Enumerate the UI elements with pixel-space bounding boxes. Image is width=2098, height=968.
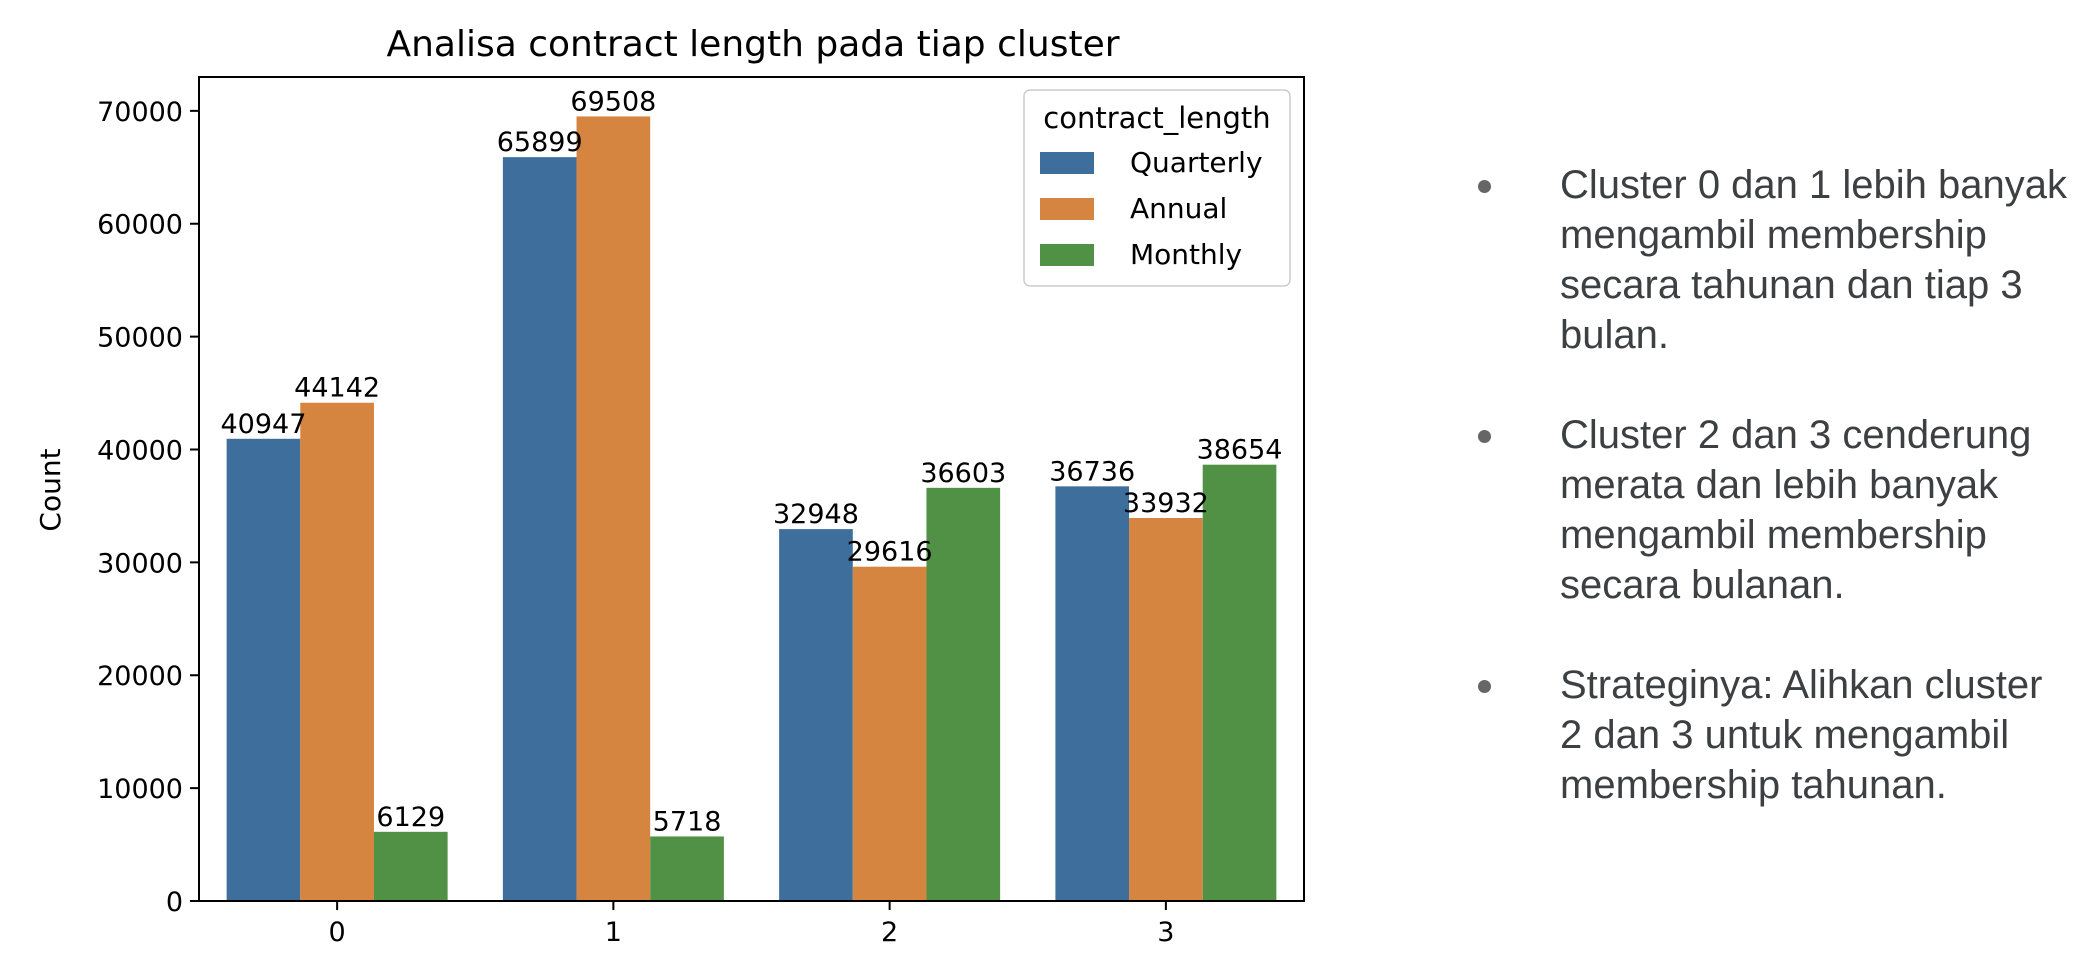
y-tick-label: 60000: [97, 210, 183, 241]
x-tick-label: 0: [329, 917, 346, 948]
plot-frame: [198, 76, 1305, 902]
bar-annual: [852, 566, 927, 901]
bar-value-label: 69508: [570, 86, 656, 117]
note-text: Cluster 0 dan 1 lebih banyak mengambil m…: [1560, 163, 2067, 357]
bullet-icon: [1478, 430, 1491, 443]
y-tick-label: 50000: [97, 323, 183, 354]
note-text: Cluster 2 dan 3 cenderung merata dan leb…: [1560, 413, 2032, 607]
bar-monthly: [650, 836, 724, 901]
bar-value-label: 65899: [497, 127, 583, 158]
legend-label: Quarterly: [1130, 146, 1263, 179]
y-tick-label: 10000: [97, 774, 183, 805]
bar-value-label: 38654: [1197, 435, 1283, 466]
bar-monthly: [1202, 464, 1277, 901]
bar-value-label: 5718: [653, 806, 722, 837]
legend-title: contract_length: [1043, 101, 1270, 135]
legend-box: [1023, 89, 1291, 287]
note-text: Strateginya: Alihkan cluster 2 dan 3 unt…: [1560, 663, 2043, 807]
y-axis-label: Count: [34, 448, 67, 531]
bar-value-label: 40947: [221, 409, 307, 440]
x-tick-label: 3: [1157, 917, 1174, 948]
bar-value-label: 6129: [376, 802, 445, 833]
x-tick-label: 1: [605, 917, 622, 948]
notes-list: Cluster 0 dan 1 lebih banyak mengambil m…: [1455, 160, 2075, 860]
bar-value-label: 32948: [773, 499, 859, 530]
bar-quarterly: [779, 529, 853, 901]
bar-quarterly: [226, 438, 301, 901]
y-tick-label: 20000: [97, 661, 183, 692]
legend-swatch-monthly: [1040, 244, 1094, 266]
bar-annual: [1129, 517, 1203, 901]
bar-value-label: 36736: [1049, 456, 1135, 487]
y-tick-label: 30000: [97, 548, 183, 579]
bar-annual: [576, 116, 651, 901]
note-item: Cluster 2 dan 3 cenderung merata dan leb…: [1455, 410, 2075, 610]
note-item: Cluster 0 dan 1 lebih banyak mengambil m…: [1455, 160, 2075, 360]
bar-annual: [300, 402, 374, 901]
bullet-icon: [1478, 180, 1491, 193]
legend-swatch-quarterly: [1040, 152, 1094, 174]
legend-label: Monthly: [1130, 238, 1242, 271]
legend-label: Annual: [1130, 192, 1227, 225]
bar-quarterly: [1055, 486, 1130, 901]
bar-value-label: 33932: [1123, 488, 1209, 519]
bar-chart: Analisa contract length pada tiap cluste…: [34, 24, 1305, 948]
bar-quarterly: [502, 157, 577, 901]
y-tick-label: 0: [166, 887, 183, 918]
legend-swatch-annual: [1040, 198, 1094, 220]
bar-value-label: 44142: [294, 373, 380, 404]
bar-monthly: [373, 831, 448, 901]
bar-value-label: 36603: [920, 458, 1006, 489]
bullet-icon: [1478, 680, 1491, 693]
y-tick-label: 70000: [97, 97, 183, 128]
y-tick-label: 40000: [97, 435, 183, 466]
legend: contract_length Quarterly Annual Monthly: [1023, 89, 1291, 287]
chart-title: Analisa contract length pada tiap cluste…: [386, 24, 1119, 65]
bar-monthly: [926, 487, 1001, 901]
note-item: Strateginya: Alihkan cluster 2 dan 3 unt…: [1455, 660, 2075, 810]
x-tick-label: 2: [881, 917, 898, 948]
bar-value-label: 29616: [847, 537, 933, 568]
